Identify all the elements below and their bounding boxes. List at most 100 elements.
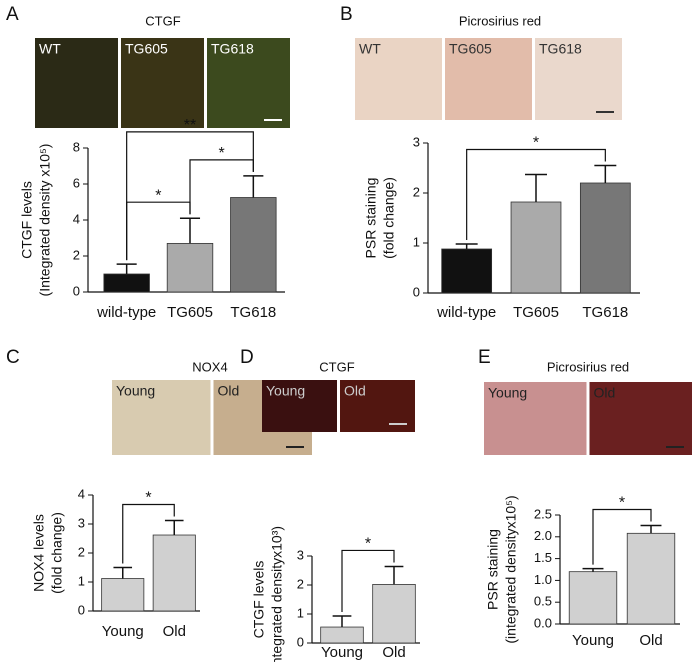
error-bar	[332, 615, 352, 628]
bar	[230, 197, 277, 293]
y-tick-label: 8	[73, 139, 80, 154]
y-tick-label: 1.5	[534, 550, 552, 565]
micrograph	[262, 380, 337, 432]
error-bar	[179, 217, 201, 244]
x-tick-label: TG618	[582, 304, 628, 321]
y-axis-label: NOX4 levels	[31, 514, 47, 592]
y-tick-label: 0	[73, 283, 80, 298]
panel-letter: C	[6, 347, 20, 368]
micrograph	[484, 382, 587, 455]
panel-title: CTGF	[145, 13, 180, 28]
y-tick-label: 1	[78, 573, 85, 588]
y-axis-label: PSR staining	[485, 529, 501, 610]
panel-letter: A	[6, 4, 19, 25]
significance-label: *	[619, 495, 625, 512]
y-tick-label: 2.5	[534, 506, 552, 521]
y-tick-label: 1.0	[534, 572, 552, 587]
y-tick-label: 0	[297, 634, 304, 649]
y-axis-label: (fold change)	[381, 177, 397, 259]
y-tick-label: 2.0	[534, 528, 552, 543]
significance-bracket	[466, 148, 606, 240]
y-tick-label: 0.0	[534, 615, 552, 630]
error-bar	[116, 263, 137, 274]
significance-bracket	[122, 503, 175, 564]
y-tick-label: 3	[413, 134, 420, 149]
micrograph	[355, 38, 442, 120]
y-tick-label: 0	[78, 602, 85, 617]
micrograph	[589, 382, 692, 455]
bar	[101, 578, 145, 612]
significance-bracket	[341, 549, 395, 613]
error-bar	[594, 164, 617, 183]
error-bar	[384, 565, 404, 585]
x-tick-label: Old	[163, 623, 186, 640]
y-axis-label: (integrated densityx10⁵)	[503, 495, 519, 643]
image-label: TG605	[125, 41, 168, 57]
x-tick-label: wild-type	[96, 304, 156, 321]
significance-bracket	[592, 508, 652, 565]
x-tick-label: Young	[102, 623, 144, 640]
micrograph	[207, 38, 290, 128]
significance-label: *	[145, 490, 151, 507]
error-bar	[455, 243, 478, 249]
error-bar	[164, 519, 184, 536]
y-tick-label: 2	[78, 544, 85, 559]
image-label: Young	[488, 385, 527, 401]
image-label: Young	[266, 383, 305, 399]
panel-title: NOX4	[192, 359, 227, 374]
significance-label: *	[365, 536, 371, 553]
bar	[372, 584, 416, 644]
y-tick-label: 3	[78, 515, 85, 530]
bar	[152, 534, 196, 612]
significance-bracket	[126, 131, 254, 261]
y-axis-label: CTGF levels	[19, 181, 35, 259]
image-label: WT	[39, 41, 61, 57]
y-tick-label: 2	[297, 576, 304, 591]
y-tick-label: 6	[73, 175, 80, 190]
panel-title: CTGF	[319, 359, 354, 374]
micrograph	[121, 38, 204, 128]
y-axis-label: CTGF levels	[251, 561, 267, 639]
bar	[320, 626, 364, 644]
y-tick-label: 0.5	[534, 594, 552, 609]
x-tick-label: Young	[321, 644, 363, 661]
error-bar	[582, 567, 604, 572]
y-axis-label: (Integrated density x10⁵)	[37, 144, 53, 297]
x-tick-label: TG618	[230, 304, 276, 321]
image-label: Old	[594, 385, 616, 401]
bar	[510, 201, 562, 294]
y-tick-label: 4	[78, 486, 85, 501]
image-label: TG618	[539, 41, 582, 57]
image-label: Young	[116, 383, 155, 399]
significance-label: *	[533, 135, 539, 152]
image-label: Old	[344, 383, 366, 399]
x-tick-label: Old	[382, 644, 405, 661]
significance-label: **	[184, 117, 196, 134]
x-tick-label: Young	[572, 632, 614, 649]
micrograph	[535, 38, 622, 120]
y-axis-label: (integrated densityx10³)	[269, 526, 285, 662]
y-tick-label: 1	[297, 605, 304, 620]
error-bar	[640, 524, 662, 534]
x-tick-label: Old	[639, 632, 662, 649]
image-label: Old	[218, 383, 240, 399]
y-tick-label: 1	[413, 234, 420, 249]
x-tick-label: TG605	[513, 304, 559, 321]
bar	[103, 273, 150, 293]
error-bar	[525, 173, 547, 202]
significance-label: *	[219, 145, 225, 162]
panel-letter: E	[478, 347, 491, 368]
bar	[441, 248, 493, 294]
x-tick-label: wild-type	[436, 304, 496, 321]
bar	[626, 532, 676, 625]
micrograph	[112, 380, 211, 455]
y-tick-label: 0	[413, 284, 420, 299]
image-label: WT	[359, 41, 381, 57]
micrograph	[35, 38, 118, 128]
micrograph	[445, 38, 532, 120]
panel-title: Picrosirius red	[547, 359, 629, 374]
x-tick-label: TG605	[167, 304, 213, 321]
y-axis-label: PSR staining	[363, 178, 379, 259]
y-tick-label: 2	[413, 184, 420, 199]
